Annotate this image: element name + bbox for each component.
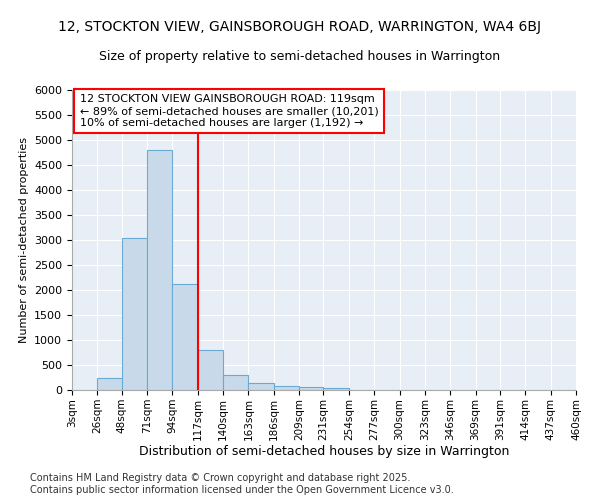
Y-axis label: Number of semi-detached properties: Number of semi-detached properties (19, 137, 29, 343)
Bar (172, 284, 198, 390)
Text: 12, STOCKTON VIEW, GAINSBOROUGH ROAD, WARRINGTON, WA4 6BJ: 12, STOCKTON VIEW, GAINSBOROUGH ROAD, WA… (59, 20, 542, 34)
Bar (122, 238, 147, 390)
Bar (97, 378, 122, 390)
X-axis label: Distribution of semi-detached houses by size in Warrington: Distribution of semi-detached houses by … (139, 446, 509, 458)
Bar (198, 350, 223, 390)
Bar (323, 388, 349, 390)
Text: Contains HM Land Registry data © Crown copyright and database right 2025.
Contai: Contains HM Land Registry data © Crown c… (30, 474, 454, 495)
Bar (147, 150, 172, 390)
Bar (299, 387, 323, 390)
Bar (274, 386, 299, 390)
Bar (248, 383, 274, 390)
Text: Size of property relative to semi-detached houses in Warrington: Size of property relative to semi-detach… (100, 50, 500, 63)
Bar (223, 375, 248, 390)
Text: 12 STOCKTON VIEW GAINSBOROUGH ROAD: 119sqm
← 89% of semi-detached houses are sma: 12 STOCKTON VIEW GAINSBOROUGH ROAD: 119s… (80, 94, 379, 128)
